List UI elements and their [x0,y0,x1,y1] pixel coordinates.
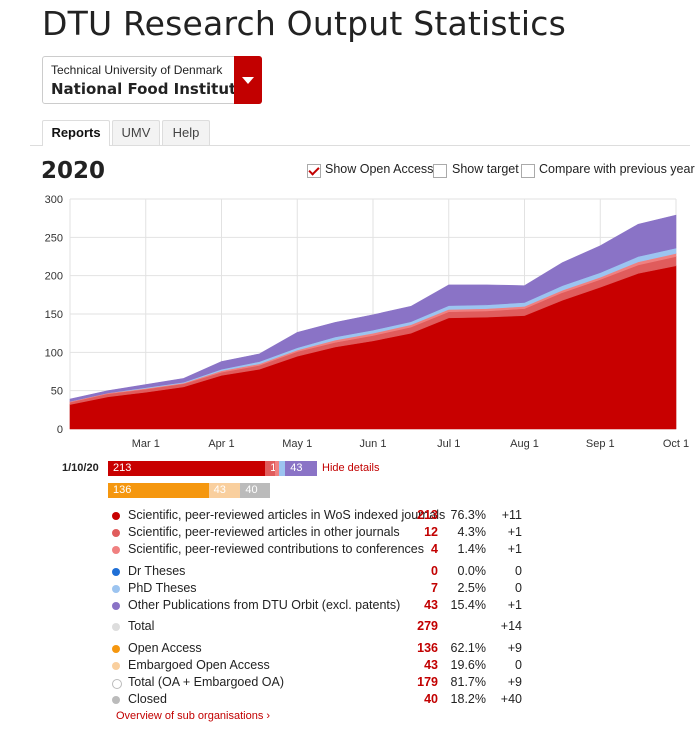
legend-percent: 19.6% [450,658,486,672]
overview-link[interactable]: Overview of sub organisations › [116,710,271,722]
x-tick-label: Sep 1 [586,438,615,450]
legend-dot-icon [112,662,120,670]
legend-dot-icon [112,679,122,689]
tab-help[interactable]: Help [162,120,210,145]
legend-value: 136 [417,641,438,655]
stack-segment: 213 [108,461,266,476]
legend-label: Scientific, peer-reviewed contributions … [128,542,424,556]
x-tick-label: Jul 1 [437,438,460,450]
x-tick-label: Jun 1 [360,438,387,450]
legend-change: +1 [507,598,522,612]
y-tick-label: 250 [45,232,63,244]
area-chart: 0 50 100 150 200 250 300 Mar 1 Apr 1 May 1 Jun 1 Ju… [45,194,690,450]
y-tick-label: 300 [45,194,63,206]
legend-percent: 4.3% [457,525,487,539]
legend-value: 40 [424,692,438,706]
show-open-access-checkbox[interactable] [307,164,321,178]
legend-label: Total (OA + Embargoed OA) [128,675,284,689]
legend-label: Open Access [128,641,202,655]
dropdown-button[interactable] [234,56,262,104]
legend-percent: 2.5% [457,581,487,595]
page-title: DTU Research Output Statistics [42,4,567,43]
y-tick-label: 100 [45,347,63,359]
tab-divider [30,145,690,146]
legend-percent: 76.3% [450,508,486,522]
legend-dot-icon [112,546,120,554]
legend-change: +11 [501,508,522,522]
legend-percent: 81.7% [450,675,486,689]
legend-label: Scientific, peer-reviewed articles in ot… [128,525,400,539]
hide-details-link[interactable]: Hide details [322,462,380,474]
show-target-label: Show target [452,162,519,176]
legend-label: Embargoed Open Access [128,658,270,672]
show-open-access-label: Show Open Access [325,162,434,176]
legend-dot-icon [112,512,120,520]
legend-change: 0 [515,564,522,578]
y-tick-label: 200 [45,271,63,283]
legend-value: 43 [424,598,438,612]
legend-dot-icon [112,585,120,593]
legend-label: Other Publications from DTU Orbit (excl.… [128,598,401,612]
stack-segment [279,461,286,476]
summary-date: 1/10/20 [62,462,99,474]
x-tick-label: Aug 1 [510,438,539,450]
legend-dot-icon [112,623,120,631]
legend-change: +1 [507,525,522,539]
x-tick-label: Apr 1 [208,438,234,450]
stack-segment: 43 [208,483,241,498]
legend-value: 7 [431,581,438,595]
legend-change: +9 [507,641,522,655]
legend-label: Scientific, peer-reviewed articles in Wo… [128,508,446,522]
legend-percent: 18.2% [450,692,486,706]
stack-segment: 40 [240,483,270,498]
legend-change: 0 [515,658,522,672]
area-series-4 [69,214,677,402]
unit-label: National Food Institute [51,80,247,98]
legend-percent: 62.1% [450,641,486,655]
legend-dot-icon [112,696,120,704]
legend-dot-icon [112,529,120,537]
legend-value: 4 [431,542,438,556]
legend-value: 0 [431,564,438,578]
legend-change: +14 [500,619,522,633]
year-heading: 2020 [41,158,106,184]
stack-segment: 1 [265,461,276,476]
legend-value: 179 [417,675,438,689]
legend-value: 12 [424,525,438,539]
y-tick-label: 150 [45,309,63,321]
legend-value: 279 [417,619,438,633]
legend-change: 0 [515,581,522,595]
legend-percent: 15.4% [450,598,486,612]
y-tick-label: 50 [51,386,63,398]
y-tick-label: 0 [57,424,63,436]
legend-label: PhD Theses [128,581,197,595]
legend-percent: 0.0% [457,564,487,578]
legend-dot-icon [112,645,120,653]
legend-change: +40 [500,692,522,706]
compare-previous-label: Compare with previous year [539,162,695,176]
legend-change: +9 [507,675,522,689]
stack-segment: 43 [285,461,317,476]
stack-segment [275,461,281,476]
legend-label: Closed [128,692,167,706]
x-tick-label: Mar 1 [132,438,160,450]
stack-segment: 136 [108,483,209,498]
legend-dot-icon [112,602,120,610]
x-tick-label: Oct 1 [663,438,689,450]
show-target-checkbox[interactable] [433,164,447,178]
legend-change: +1 [507,542,522,556]
chevron-down-icon [242,77,254,84]
legend-value: 43 [424,658,438,672]
institution-label: Technical University of Denmark [51,63,223,77]
organisation-selector[interactable]: Technical University of Denmark National… [42,56,262,104]
legend-value: 213 [417,508,438,522]
compare-previous-checkbox[interactable] [521,164,535,178]
legend-dot-icon [112,568,120,576]
tab-umv[interactable]: UMV [112,120,160,145]
legend-percent: 1.4% [457,542,487,556]
tab-reports[interactable]: Reports [42,120,110,146]
legend-label: Total [128,619,155,633]
legend-label: Dr Theses [128,564,186,578]
x-tick-label: May 1 [282,438,312,450]
